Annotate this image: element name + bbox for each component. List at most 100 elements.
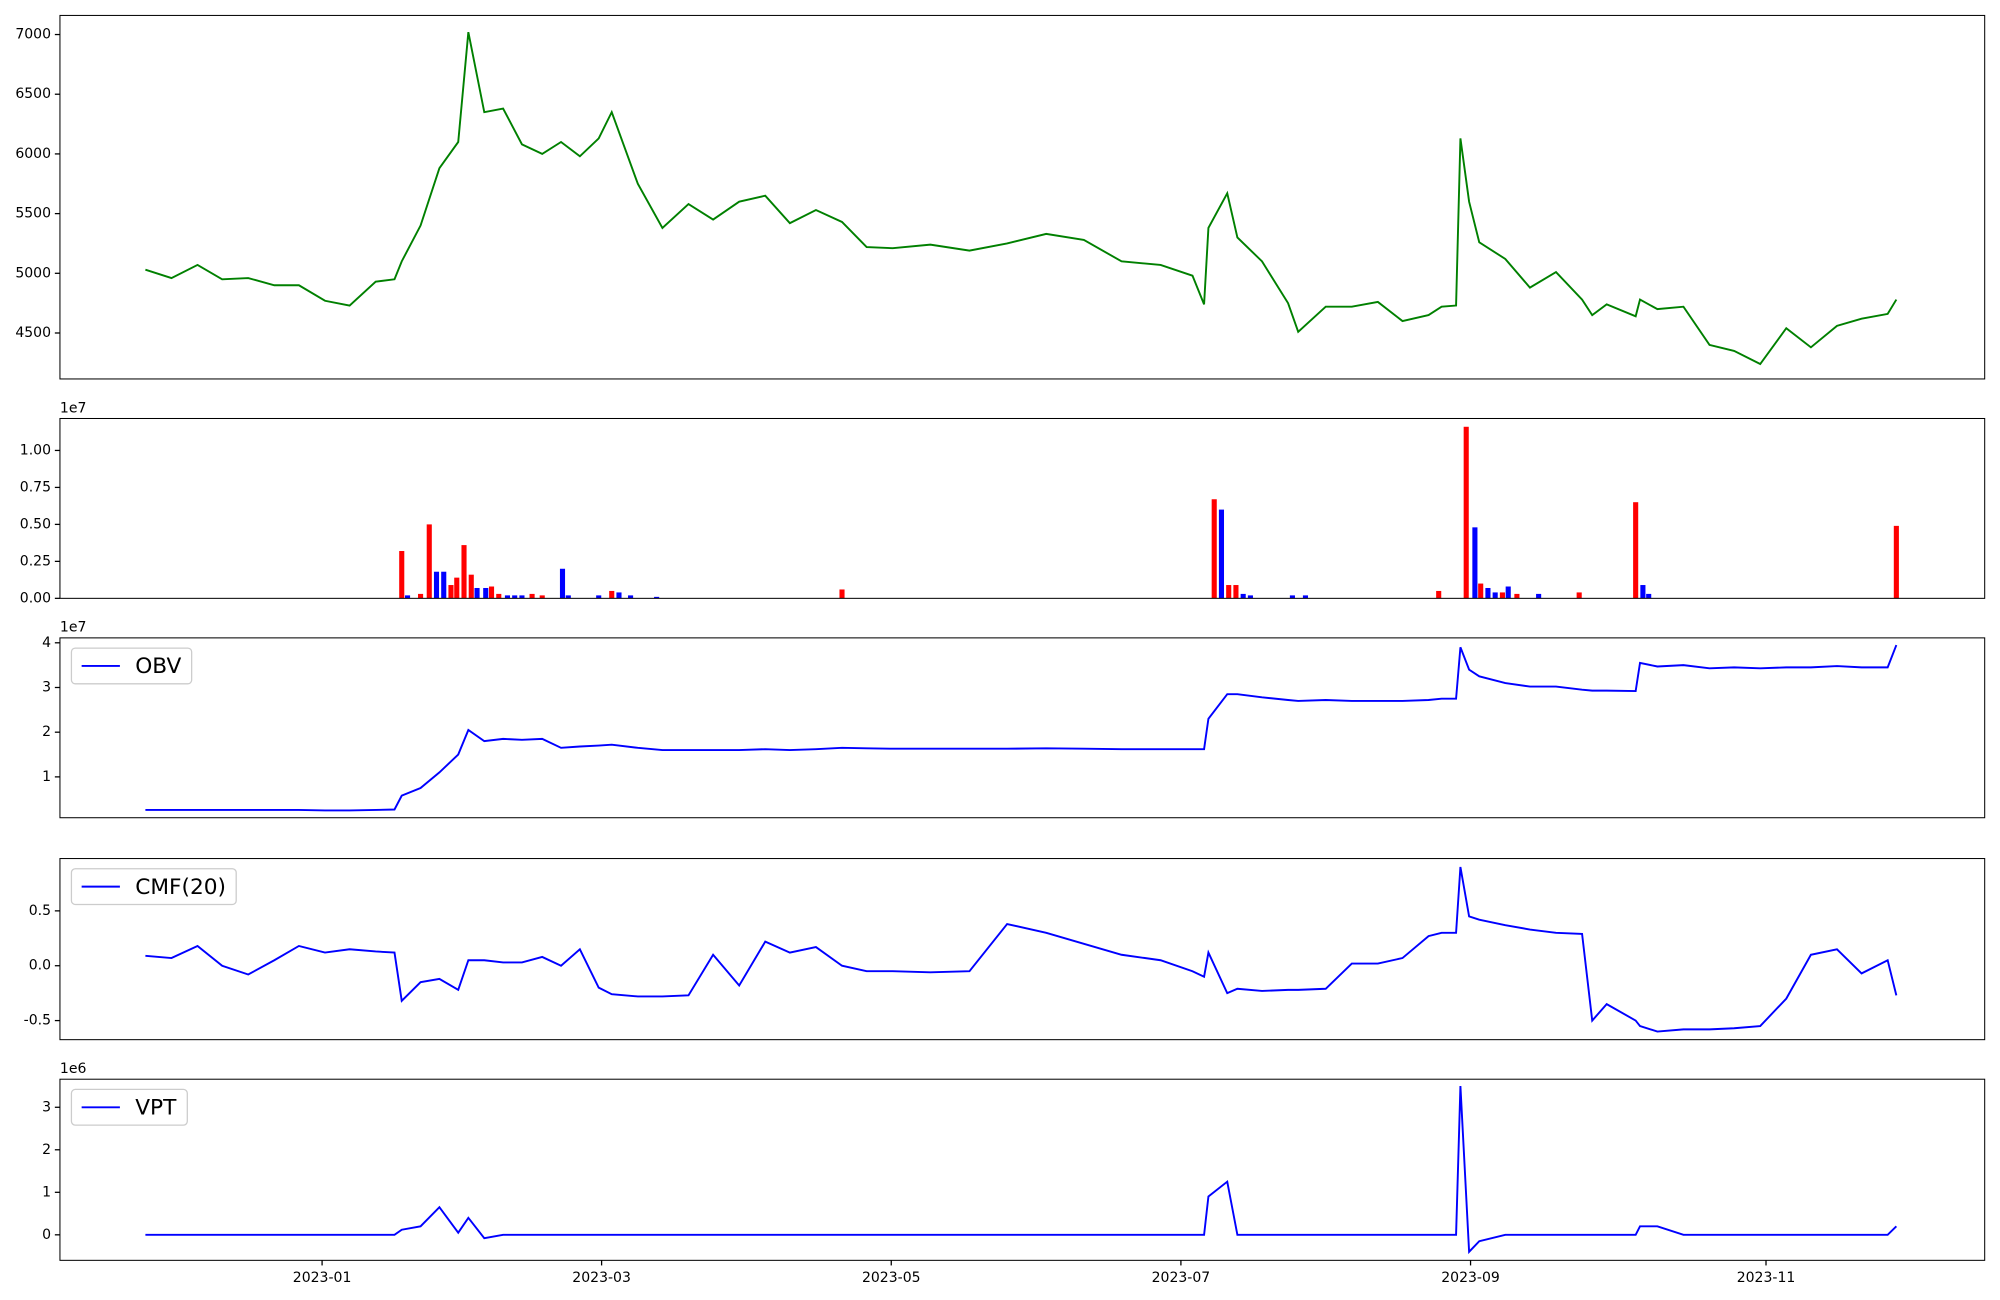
- bar: [609, 590, 615, 599]
- bar: [565, 595, 571, 599]
- legend-label: OBV: [135, 654, 181, 679]
- bar: [426, 524, 432, 599]
- y-tick-label: 0: [42, 1227, 51, 1243]
- bar: [654, 596, 660, 599]
- legend-box: [70, 1088, 188, 1126]
- bar: [1472, 527, 1478, 599]
- y-tick-label: 7000: [15, 27, 51, 43]
- line-series: [145, 644, 1898, 812]
- bar: [1893, 525, 1899, 599]
- bar: [1289, 595, 1295, 599]
- bar: [628, 595, 634, 599]
- legend-label: VPT: [135, 1096, 177, 1121]
- y-tick-label: 0.5: [29, 903, 51, 919]
- bar: [1576, 592, 1582, 599]
- bar: [1302, 595, 1309, 599]
- legend-box: [70, 868, 237, 906]
- bar: [596, 595, 602, 599]
- bar: [399, 551, 405, 599]
- plot-area: [59, 418, 1985, 599]
- y-tick-label: 0.50: [20, 516, 51, 532]
- bar: [1463, 426, 1469, 599]
- x-tick-label: 2023-07: [1152, 1270, 1211, 1286]
- bar: [1646, 593, 1652, 599]
- bar: [1514, 593, 1520, 599]
- x-tick-label: 2023-05: [862, 1270, 921, 1286]
- x-tick-label: 2023-09: [1441, 1270, 1500, 1286]
- bar: [404, 595, 411, 599]
- bar: [1211, 499, 1217, 599]
- bar: [1240, 593, 1246, 599]
- bar: [1226, 585, 1232, 599]
- bar: [839, 589, 845, 599]
- y-tick-label: 1: [42, 1184, 51, 1200]
- y-tick-label: 6500: [15, 86, 51, 102]
- legend-label: CMF(20): [135, 875, 226, 900]
- plot-area: [59, 858, 1985, 1040]
- bar: [1485, 587, 1491, 599]
- plot-frame: [59, 1078, 1986, 1261]
- y-tick-label: 1.00: [20, 442, 51, 458]
- bar: [519, 595, 525, 599]
- y-tick-label: 3: [42, 1099, 51, 1115]
- bar: [539, 595, 545, 599]
- y-tick-label: 4500: [15, 325, 51, 341]
- y-tick-label: 5500: [15, 206, 51, 222]
- y-tick-label: 2: [42, 1142, 51, 1158]
- y-tick-label: 0.75: [20, 479, 51, 495]
- plot-frame: [59, 637, 1986, 819]
- bar: [483, 587, 489, 599]
- legend: CMF(20): [70, 868, 237, 906]
- plot-frame: [59, 417, 1986, 599]
- axis-offset: 1e7: [60, 620, 86, 636]
- bar: [1536, 593, 1542, 599]
- line-series: [145, 866, 1898, 1033]
- bar: [496, 593, 502, 599]
- legend: OBV: [70, 647, 193, 685]
- y-tick-label: 0.0: [29, 958, 51, 974]
- y-tick-label: 6000: [15, 146, 51, 162]
- bar: [1640, 585, 1646, 599]
- bar: [529, 593, 535, 599]
- line-series: [145, 1085, 1898, 1255]
- plot-area: [59, 1079, 1985, 1261]
- y-tick-label: 0.25: [20, 553, 51, 569]
- y-tick-label: 2: [42, 724, 51, 740]
- bar: [1218, 509, 1225, 599]
- bar: [1247, 595, 1253, 599]
- bar: [448, 585, 454, 599]
- y-tick-label: 0.00: [20, 590, 51, 606]
- bar: [433, 571, 440, 599]
- x-tick-label: 2023-01: [293, 1270, 352, 1286]
- bar: [468, 574, 474, 599]
- bar: [461, 545, 467, 599]
- x-tick-label: 2023-11: [1737, 1270, 1796, 1286]
- x-tick-label: 2023-03: [572, 1270, 631, 1286]
- bar: [1478, 583, 1484, 599]
- axis-offset: 1e6: [60, 1061, 87, 1077]
- bar: [504, 595, 511, 599]
- bar: [1233, 585, 1239, 599]
- y-tick-label: -0.5: [24, 1013, 51, 1029]
- plot-area: [59, 15, 1985, 379]
- bar: [559, 568, 566, 599]
- plot-frame: [59, 14, 1986, 380]
- bar: [418, 593, 424, 599]
- y-tick-label: 1: [42, 769, 51, 785]
- y-tick-label: 3: [42, 679, 51, 695]
- bar: [1436, 590, 1442, 599]
- plot-area: [59, 637, 1985, 818]
- legend-box: [70, 647, 193, 685]
- bar: [474, 587, 480, 599]
- bar: [441, 571, 447, 599]
- bar: [616, 592, 622, 599]
- bar: [512, 595, 518, 599]
- y-tick-label: 4: [42, 635, 51, 651]
- line-series: [145, 31, 1898, 366]
- bar: [454, 577, 460, 599]
- legend: VPT: [70, 1088, 188, 1126]
- plot-frame: [59, 858, 1986, 1041]
- bar: [488, 586, 495, 599]
